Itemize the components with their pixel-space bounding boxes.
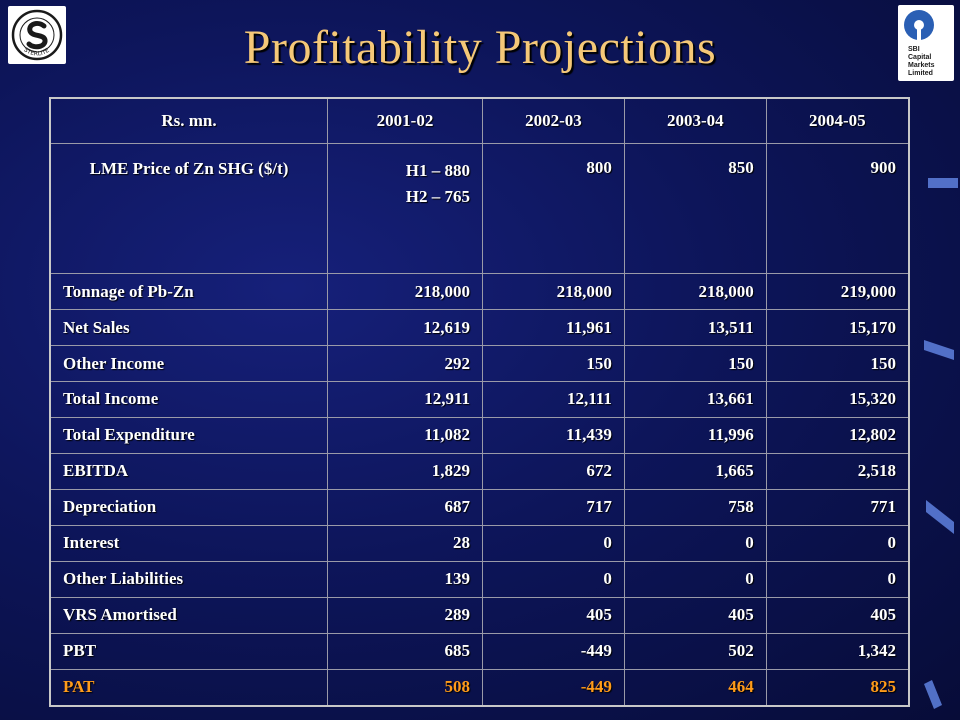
table-row: Tonnage of Pb-Zn 218,000 218,000 218,000 219… [49, 273, 910, 311]
table-cell: 12,802 [765, 416, 910, 454]
table-cell: 0 [482, 560, 625, 598]
table-cell: 850 [623, 142, 767, 275]
column-header: Rs. mn. [49, 97, 328, 144]
table-row: Other Liabilities 139 0 0 0 [49, 560, 910, 598]
row-label: Net Sales [49, 309, 328, 347]
table-cell: 771 [765, 488, 910, 526]
table-cell-h1: H1 – 880 [405, 161, 470, 180]
table-cell: 0 [623, 560, 767, 598]
column-header: 2002-03 [482, 97, 625, 144]
row-label: Total Income [49, 380, 328, 418]
table-cell: 502 [623, 632, 767, 670]
table-cell: 1,829 [327, 452, 483, 490]
table-cell: 672 [482, 452, 625, 490]
table-cell: -449 [482, 668, 625, 707]
table-cell: 13,661 [623, 380, 767, 418]
table-cell: 12,911 [327, 380, 483, 418]
table-row: PBT 685 -449 502 1,342 [49, 632, 910, 670]
table-cell: H1 – 880 H2 – 765 [327, 142, 483, 275]
table-row: Total Expenditure 11,082 11,439 11,996 12,80… [49, 416, 910, 454]
table-cell: 292 [327, 345, 483, 382]
table-row: Interest 28 0 0 0 [49, 524, 910, 562]
table-row: Total Income 12,911 12,111 13,661 15,320 [49, 380, 910, 418]
table-cell: 717 [482, 488, 625, 526]
decorative-bars [924, 178, 958, 709]
table-cell: 0 [765, 524, 910, 562]
table-cell: 289 [327, 596, 483, 634]
table-cell: 11,082 [327, 416, 483, 454]
table-cell: 0 [482, 524, 625, 562]
table-cell: 150 [623, 345, 767, 382]
table-cell: 800 [482, 142, 625, 275]
row-label: LME Price of Zn SHG ($/t) [49, 142, 328, 275]
table-cell: 405 [765, 596, 910, 634]
page-title: Profitability Projections [243, 21, 717, 74]
table-row: VRS Amortised 289 405 405 405 [49, 596, 910, 634]
table-cell: 12,111 [482, 380, 625, 418]
row-label: Tonnage of Pb-Zn [49, 273, 328, 311]
table-cell: 13,511 [623, 309, 767, 347]
column-header: 2001-02 [327, 97, 483, 144]
table-cell: 405 [623, 596, 767, 634]
table-row: Net Sales 12,619 11,961 13,511 15,170 [49, 309, 910, 347]
table-cell: 28 [327, 524, 483, 562]
table-row: Other Income 292 150 150 150 [49, 345, 910, 382]
profitability-table: Rs. mn. 2001-02 2002-03 2003-04 2004-05 … [49, 97, 910, 707]
table-cell: 15,170 [765, 309, 910, 347]
row-label: Other Liabilities [49, 560, 328, 598]
table-cell: 0 [765, 560, 910, 598]
column-header: 2004-05 [765, 97, 910, 144]
table-cell: 139 [327, 560, 483, 598]
svg-text:STERLITE: STERLITE [22, 46, 50, 57]
table-cell: 218,000 [482, 273, 625, 311]
svg-text:SBI: SBI [908, 46, 920, 53]
table-cell: 11,961 [482, 309, 625, 347]
svg-text:Markets: Markets [908, 62, 935, 69]
table-cell: 900 [765, 142, 910, 275]
table-cell: 825 [765, 668, 910, 707]
table-cell: 1,665 [623, 452, 767, 490]
table-header-row: Rs. mn. 2001-02 2002-03 2003-04 2004-05 [49, 97, 910, 144]
table-cell: 0 [623, 524, 767, 562]
table-cell: 219,000 [765, 273, 910, 311]
table-cell: 11,996 [623, 416, 767, 454]
table-cell: 150 [482, 345, 625, 382]
row-label: EBITDA [49, 452, 328, 490]
table-cell: 685 [327, 632, 483, 670]
row-label: Other Income [49, 345, 328, 382]
table-cell: 11,439 [482, 416, 625, 454]
table-cell: 150 [765, 345, 910, 382]
row-label: VRS Amortised [49, 596, 328, 634]
table-cell: 12,619 [327, 309, 483, 347]
table-row: EBITDA 1,829 672 1,665 2,518 [49, 452, 910, 490]
table-row: LME Price of Zn SHG ($/t) H1 – 880 H2 – … [49, 142, 910, 275]
sbi-caps-logo-icon: SBI Capital Markets Limited [898, 5, 954, 81]
table-row: PAT 508 -449 464 825 [49, 668, 910, 707]
table-cell: 1,342 [765, 632, 910, 670]
table-cell: 405 [482, 596, 625, 634]
table-cell-h2: H2 – 765 [405, 187, 470, 206]
row-label: Depreciation [49, 488, 328, 526]
table-cell: 464 [623, 668, 767, 707]
table-cell: -449 [482, 632, 625, 670]
table-cell: 218,000 [327, 273, 483, 311]
sterlite-logo-icon: STERLITE [8, 6, 66, 64]
svg-text:Limited: Limited [908, 70, 933, 77]
column-header: 2003-04 [623, 97, 767, 144]
table-cell: 758 [623, 488, 767, 526]
row-label: Total Expenditure [49, 416, 328, 454]
row-label: PAT [49, 668, 328, 707]
table-cell: 687 [327, 488, 483, 526]
row-label: Interest [49, 524, 328, 562]
svg-text:Capital: Capital [908, 54, 931, 61]
row-label: PBT [49, 632, 328, 670]
table-cell: 15,320 [765, 380, 910, 418]
table-cell: 218,000 [623, 273, 767, 311]
table-row: Depreciation 687 717 758 771 [49, 488, 910, 526]
table-cell: 2,518 [765, 452, 910, 490]
table-cell: 508 [327, 668, 483, 707]
